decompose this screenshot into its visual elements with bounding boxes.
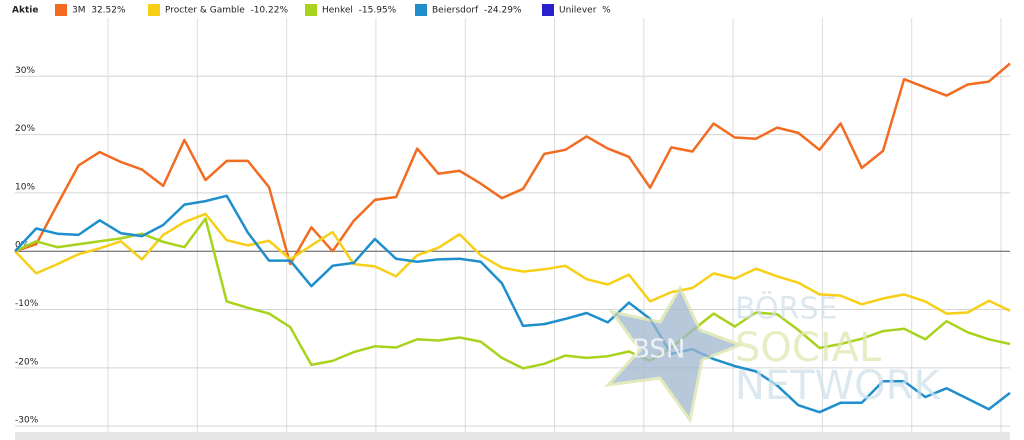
legend-swatch [415,4,427,16]
legend-label: Procter & Gamble -10.22% [165,6,288,16]
watermark-line: BÖRSE [735,291,838,327]
watermark-line: SOCIAL [735,325,882,371]
watermark-logo: BSN [632,335,685,365]
line-series [14,212,1011,315]
watermark-line: NETWORK [735,363,941,409]
legend-swatch [55,4,67,16]
watermark: BSN BÖRSE SOCIAL NETWORK [604,284,941,424]
legend-swatch [542,4,554,16]
legend-label: Henkel -15.95% [322,6,397,16]
legend-label: 3M 32.52% [72,6,126,16]
line-series [14,62,1011,266]
legend-label: Beiersdorf -24.29% [432,6,522,16]
y-tick-label: -30% [15,416,39,426]
y-tick-label: 10% [15,182,35,192]
legend-label: Unilever % [559,6,611,16]
y-tick-label: -20% [15,357,39,367]
y-tick-label: -10% [15,299,39,309]
scroll-bar [15,432,1010,440]
watermark-star [604,284,745,424]
line-series [14,194,1011,414]
legend-swatch [148,4,160,16]
legend-title: Aktie [12,6,38,16]
y-tick-label: 30% [15,66,35,76]
line-series [14,217,1011,370]
y-tick-label: 20% [15,124,35,134]
legend-swatch [305,4,317,16]
y-tick-label: 0% [15,241,30,251]
